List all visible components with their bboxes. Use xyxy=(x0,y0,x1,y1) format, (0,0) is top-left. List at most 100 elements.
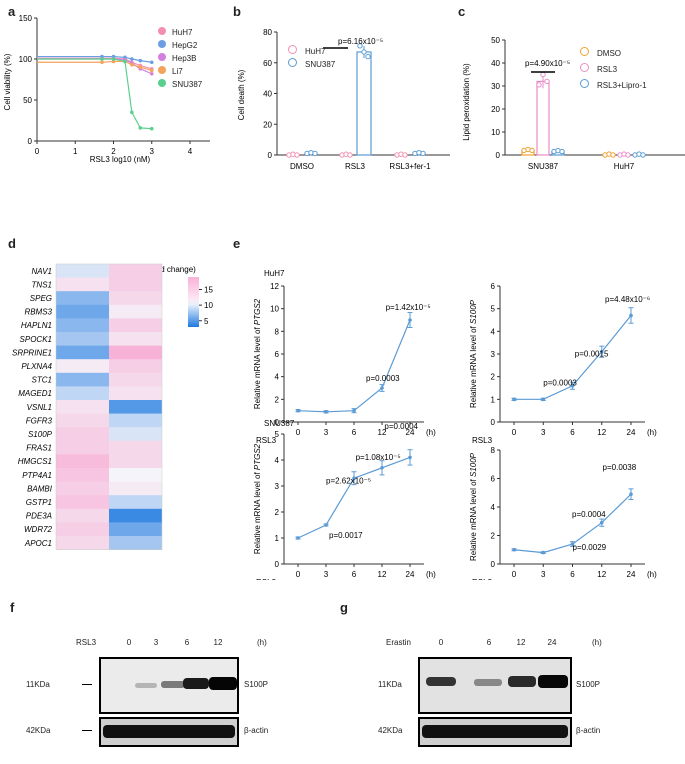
a-xtick-label: 2 xyxy=(111,147,116,156)
e-xtick-label: 0 xyxy=(296,428,301,437)
c-point xyxy=(610,152,616,158)
a-point-HepG2 xyxy=(130,57,134,61)
legend-b-snu387: SNU387 xyxy=(288,58,335,71)
d-row-label: HAPLN1 xyxy=(21,321,52,330)
d-cell xyxy=(109,522,162,537)
b-ylabel: Cell death (%) xyxy=(237,69,246,120)
e-xlabel-right: (h) xyxy=(647,428,657,437)
a-point-Li7 xyxy=(100,60,104,65)
d-row-label: HMGCS1 xyxy=(18,457,52,466)
d-scale-label: 5 xyxy=(204,317,209,326)
e-point xyxy=(629,313,633,318)
d-cell xyxy=(109,536,162,550)
a-point-SNU387 xyxy=(138,126,143,130)
d-row-label: S100P xyxy=(28,430,53,439)
d-row-label: RBMS3 xyxy=(24,308,52,317)
a-point-SNU387 xyxy=(100,57,104,61)
blot-f-kda-1: 11KDa xyxy=(26,680,50,689)
c-point xyxy=(536,82,542,88)
blot-g-actin-membrane xyxy=(418,717,572,747)
e-ytick-label: 0 xyxy=(491,560,496,569)
e-ylabel: Relative mRNA level of S100P xyxy=(469,299,478,408)
blot-f-s100p-membrane xyxy=(99,657,239,714)
blot-g-label-1: S100P xyxy=(576,680,601,689)
blot-g-unit: (h) xyxy=(592,638,602,647)
e-point xyxy=(296,408,300,413)
chart-a: 0 50 100 150 0 1 2 3 4 RSL3 log10 (nM) Cell via… xyxy=(3,14,210,164)
d-row-label: TNS1 xyxy=(32,280,52,289)
e-xtick-label: 3 xyxy=(541,570,546,579)
e-ylabel: Relative mRNA level of PTGS2 xyxy=(253,443,262,554)
d-row-label: SRPRINE1 xyxy=(12,348,52,357)
c-point xyxy=(559,148,565,155)
chart-d: log2(fold change) 15 10 5 NAV1 TNS1 SPEG RBMS… xyxy=(12,263,213,550)
e-xtick-label: 3 xyxy=(324,570,329,579)
a-xtick-label: 1 xyxy=(73,147,78,156)
e-pvalue: p=0.0015 xyxy=(575,349,609,358)
e-point xyxy=(408,455,412,460)
d-cell xyxy=(56,400,109,414)
e-point xyxy=(599,349,604,354)
a-ytick-label: 100 xyxy=(19,55,33,64)
e-point xyxy=(296,536,300,540)
legend-a: HuH7 HepG2 Hep3B Li7 SNU387 xyxy=(158,26,202,91)
blot-g-kda-1: 11KDa xyxy=(378,680,402,689)
blot-g-lane-2: 12 xyxy=(516,638,526,647)
e-plot-3: 0123450361224RSL3(h)Relative mRNA level … xyxy=(253,419,436,580)
blot-f: RSL3 0 3 6 12 (h) 11KDa 42KDa S100P β-ac… xyxy=(0,630,335,760)
d-cell xyxy=(109,345,162,360)
a-xtick-label: 4 xyxy=(188,147,193,156)
b-xtick-label: RSL3+fer-1 xyxy=(389,162,431,171)
e-xtick-label: 12 xyxy=(378,570,387,579)
d-row-label: GSTP1 xyxy=(26,498,52,507)
e-point xyxy=(380,386,384,390)
d-row-label: BAMBI xyxy=(27,484,53,493)
a-point-Li7 xyxy=(138,65,143,69)
e-ytick-label: 0 xyxy=(275,560,280,569)
e-ytick-label: 1 xyxy=(491,395,496,404)
d-cell xyxy=(109,332,162,346)
d-row-label: SPOCK1 xyxy=(20,335,52,344)
a-ytick-label: 150 xyxy=(19,14,33,23)
e-xtick-label: 0 xyxy=(512,570,517,579)
d-cell xyxy=(109,427,162,442)
e-pvalue: p=0.0017 xyxy=(329,531,363,540)
blot-f-lane-2: 6 xyxy=(184,638,190,647)
d-cell xyxy=(109,318,162,333)
c-ytick-label: 50 xyxy=(491,36,500,45)
legend-b-huh7: HuH7 xyxy=(288,45,335,58)
d-cell xyxy=(109,291,162,306)
e-xtick-label: 12 xyxy=(378,428,387,437)
e-xlabel-right: (h) xyxy=(647,570,657,579)
b-point xyxy=(420,150,426,157)
e-point xyxy=(541,397,546,402)
d-cell xyxy=(56,522,109,537)
b-xtick-label: DMSO xyxy=(290,162,314,171)
d-cell xyxy=(56,318,109,333)
c-ytick-label: 10 xyxy=(491,128,500,137)
d-cell xyxy=(56,495,109,510)
e-pvalue: p=1.08x10⁻⁵ xyxy=(356,453,401,462)
e-ytick-label: 12 xyxy=(270,282,279,291)
a-ytick-label: 0 xyxy=(28,137,33,146)
d-cell xyxy=(56,454,109,469)
e-pvalue: p=4.48x10⁻⁶ xyxy=(605,295,650,304)
a-xtick-label: 0 xyxy=(35,147,40,156)
d-row-label: PTP4A1 xyxy=(22,471,52,480)
blot-g-label-2: β-actin xyxy=(576,726,601,735)
d-row-label: PDE3A xyxy=(26,512,52,521)
panel-letter-a: a xyxy=(8,4,16,19)
blot-g: Erastin 0 6 12 24 (h) 11KDa 42KDa S100P … xyxy=(340,630,685,760)
e-ytick-label: 3 xyxy=(275,482,280,491)
e-ytick-label: 4 xyxy=(275,456,280,465)
b-pvalue: p=6.16x10⁻⁵ xyxy=(338,37,383,46)
d-cell xyxy=(109,359,162,374)
c-point xyxy=(625,152,631,158)
e-ytick-label: 8 xyxy=(491,446,496,455)
blot-f-kda-2: 42KDa xyxy=(26,726,51,735)
e-ytick-label: 6 xyxy=(275,350,280,359)
d-cell xyxy=(109,454,162,469)
c-bar-RSL3 xyxy=(536,80,550,156)
